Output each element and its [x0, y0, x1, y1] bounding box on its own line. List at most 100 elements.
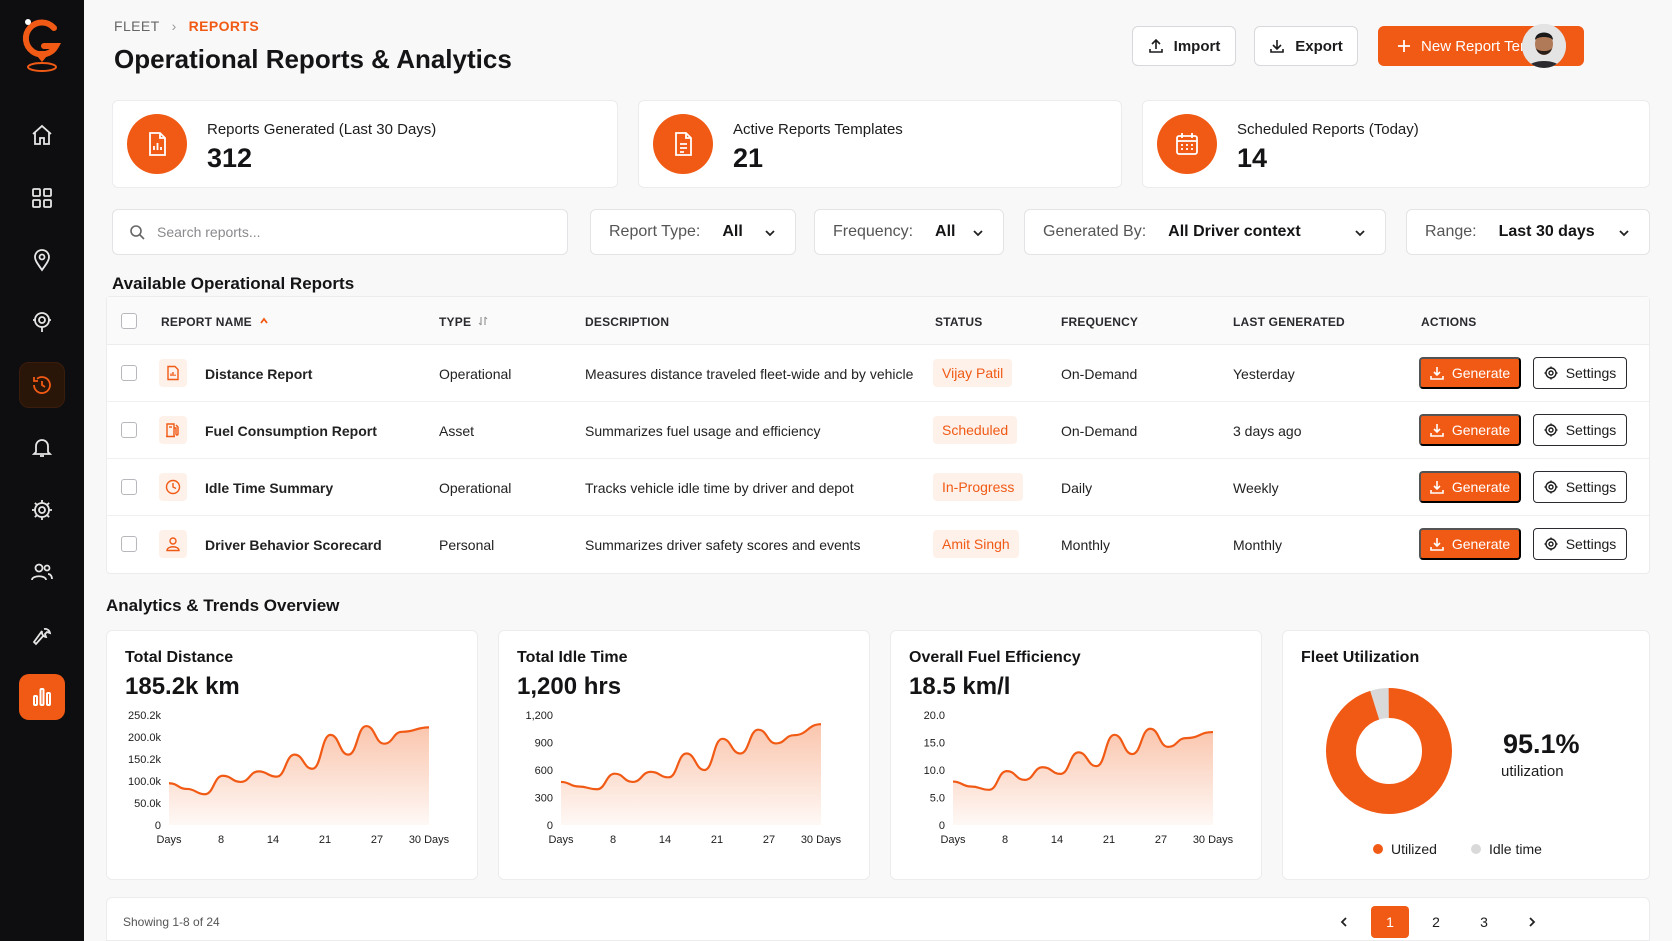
next-page-button[interactable] [1513, 906, 1551, 938]
nav-alerts[interactable] [19, 424, 65, 470]
download-icon [1430, 538, 1444, 551]
import-button[interactable]: Import [1132, 26, 1236, 66]
chart-headline: 1,200 hrs [517, 673, 622, 700]
avatar[interactable] [1522, 24, 1566, 68]
nav-map[interactable] [19, 237, 65, 283]
y-tick-label: 900 [535, 738, 553, 750]
stat-card-reports-generated: Reports Generated (Last 30 Days) 312 [112, 100, 618, 188]
filter-range[interactable]: Range: Last 30 days [1406, 209, 1650, 255]
pagination-info: Showing 1-8 of 24 [123, 915, 220, 929]
report-name[interactable]: Distance Report [205, 366, 313, 382]
page-1-button[interactable]: 1 [1371, 906, 1409, 938]
generate-button[interactable]: Generate [1419, 528, 1521, 560]
nav-users[interactable] [19, 549, 65, 595]
report-description: Measures distance traveled fleet-wide an… [585, 366, 914, 382]
export-button[interactable]: Export [1254, 26, 1358, 66]
row-checkbox[interactable] [121, 422, 137, 438]
report-description: Tracks vehicle idle time by driver and d… [585, 480, 854, 496]
stat-card-active-templates: Active Reports Templates 21 [638, 100, 1122, 188]
chart-title: Overall Fuel Efficiency [909, 649, 1081, 666]
col-last-generated: LAST GENERATED [1233, 315, 1345, 329]
col-actions: ACTIONS [1421, 315, 1477, 329]
status-badge: Amit Singh [933, 530, 1019, 558]
generate-button[interactable]: Generate [1419, 471, 1521, 503]
nav-home[interactable] [19, 112, 65, 158]
series-line [560, 723, 822, 791]
sidebar [0, 0, 84, 941]
row-checkbox[interactable] [121, 365, 137, 381]
settings-button[interactable]: Settings [1533, 528, 1627, 560]
user-icon [159, 530, 187, 558]
col-description: DESCRIPTION [585, 315, 670, 329]
report-name[interactable]: Idle Time Summary [205, 480, 334, 496]
y-tick-label: 600 [535, 765, 553, 777]
page-3-button[interactable]: 3 [1480, 914, 1488, 930]
filter-value: All [935, 223, 956, 240]
report-name[interactable]: Driver Behavior Scorecard [205, 537, 382, 553]
filter-frequency[interactable]: Frequency: All [814, 209, 1004, 255]
generate-button[interactable]: Generate [1419, 357, 1521, 389]
x-tick-label: Days [940, 834, 966, 846]
series-area [169, 726, 429, 825]
x-tick-label: Days [548, 834, 574, 846]
brand-logo[interactable] [20, 16, 64, 74]
y-tick-label: 10.0 [924, 765, 945, 777]
export-label: Export [1295, 37, 1343, 55]
stat-card-scheduled-reports: Scheduled Reports (Today) 14 [1142, 100, 1650, 188]
report-icon [159, 359, 187, 387]
chart-headline: 185.2k km [125, 673, 240, 700]
legend-label-idle: Idle time [1489, 841, 1542, 857]
breadcrumb-fleet[interactable]: FLEET [114, 18, 160, 34]
select-all-checkbox[interactable] [121, 313, 137, 329]
chart-card-fleet-utilization: Fleet Utilization 95.1% utilization Util… [1282, 630, 1650, 880]
report-last-generated: Weekly [1233, 480, 1279, 496]
report-last-generated: 3 days ago [1233, 423, 1302, 439]
settings-label: Settings [1565, 365, 1617, 381]
x-tick-label: 30 Days [1193, 834, 1234, 846]
sort-icon[interactable] [477, 315, 489, 327]
sort-asc-icon[interactable] [259, 316, 269, 326]
y-tick-label: 300 [535, 793, 553, 805]
table-row: Fuel Consumption Report Asset Summarizes… [107, 402, 1649, 459]
nav-settings[interactable] [19, 487, 65, 533]
utilization-percent: 95.1% [1503, 729, 1580, 759]
row-checkbox[interactable] [121, 536, 137, 552]
idle-time-area-chart: 1,200 900 600 300 0 Days 8 14 21 27 30 Days [525, 710, 841, 846]
nav-dashboard[interactable] [19, 175, 65, 221]
distance-area-chart: 250.2k 200.0k 150.2k 100.0k 50.0k 0 Days 8 14 21 2… [128, 710, 450, 846]
col-type[interactable]: TYPE [439, 315, 472, 329]
generate-button[interactable]: Generate [1419, 414, 1521, 446]
series-line [952, 727, 1214, 791]
settings-button[interactable]: Settings [1533, 357, 1627, 389]
filter-report-type[interactable]: Report Type: All [590, 209, 796, 255]
stat-label: Active Reports Templates [733, 121, 903, 138]
report-name[interactable]: Fuel Consumption Report [205, 423, 377, 439]
nav-history[interactable] [19, 362, 65, 408]
settings-button[interactable]: Settings [1533, 414, 1627, 446]
nav-reports[interactable] [19, 674, 65, 720]
fuel-icon [159, 416, 187, 444]
filter-label: Frequency: [833, 223, 914, 240]
y-tick-label: 1,200 [525, 710, 553, 722]
breadcrumb-reports: REPORTS [188, 18, 260, 34]
page-2-button[interactable]: 2 [1432, 914, 1440, 930]
search-input[interactable] [157, 224, 537, 240]
breadcrumb-separator: › [171, 18, 177, 34]
y-tick-label: 20.0 [924, 710, 945, 722]
status-badge: Scheduled [933, 416, 1018, 444]
gear-icon [32, 500, 52, 520]
col-report-name[interactable]: REPORT NAME [161, 315, 252, 329]
filter-generated-by[interactable]: Generated By: All Driver context [1024, 209, 1386, 255]
nav-tools[interactable] [19, 612, 65, 658]
bell-icon [31, 439, 53, 457]
grid-icon [32, 188, 52, 208]
settings-button[interactable]: Settings [1533, 471, 1627, 503]
report-icon [127, 114, 187, 174]
nav-tracking[interactable] [19, 299, 65, 345]
generate-label: Generate [1451, 422, 1511, 438]
row-checkbox[interactable] [121, 479, 137, 495]
x-tick-label: 21 [1103, 834, 1115, 846]
report-type: Operational [439, 366, 512, 382]
filter-value: Last 30 days [1498, 223, 1595, 240]
prev-page-button[interactable] [1325, 906, 1363, 938]
